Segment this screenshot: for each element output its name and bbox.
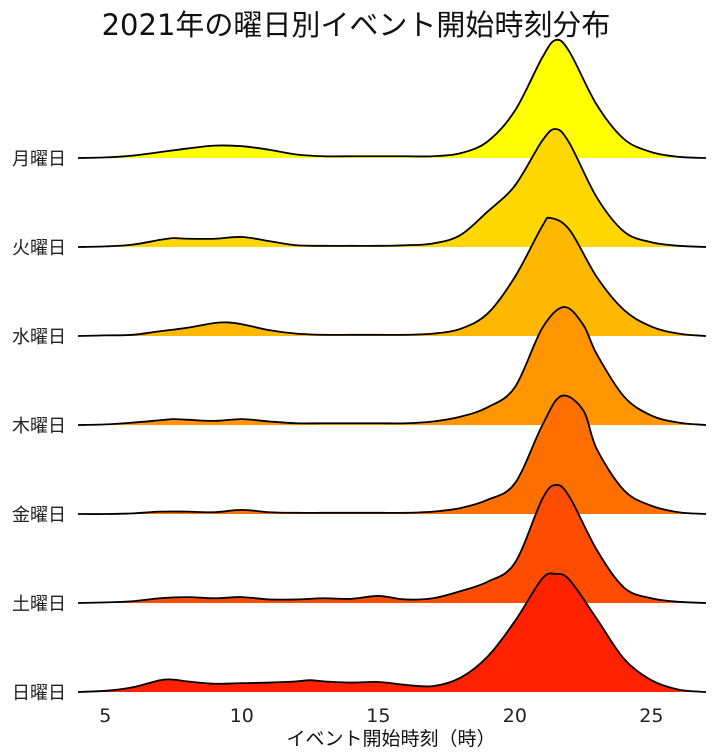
ridge-line-7 xyxy=(77,572,707,693)
x-ticks-group: 5 10 15 20 25 xyxy=(99,705,663,727)
ridge-fill-4 xyxy=(78,306,706,425)
day-label-4: 木曜日 xyxy=(12,416,66,437)
day-label-1: 月曜日 xyxy=(12,149,66,170)
ridge-line-3 xyxy=(77,216,707,337)
day-label-5: 金曜日 xyxy=(12,505,66,526)
x-axis-label: イベント開始時刻（時） xyxy=(286,728,496,750)
x-tick-label-3: 15 xyxy=(366,705,390,727)
ridge-4 xyxy=(77,306,707,426)
ridge-7 xyxy=(77,572,707,693)
day-label-2: 火曜日 xyxy=(12,238,66,259)
ridge-fill-5 xyxy=(78,395,706,515)
ridge-fill-1 xyxy=(78,39,706,158)
x-tick-label-4: 20 xyxy=(503,705,527,727)
ridge-line-2 xyxy=(77,128,707,248)
chart-title: 2021年の曜日別イベント開始時刻分布 xyxy=(101,8,611,42)
ridge-fill-3 xyxy=(78,217,706,336)
ridge-1 xyxy=(77,38,707,159)
ridge-fill-7 xyxy=(78,573,706,692)
ridges-group xyxy=(77,38,707,693)
day-label-7: 日曜日 xyxy=(12,683,66,704)
ridge-3 xyxy=(77,216,707,337)
ridge-line-5 xyxy=(77,394,707,515)
ridge-line-1 xyxy=(77,38,707,159)
ridge-line-6 xyxy=(77,484,707,604)
day-label-6: 土曜日 xyxy=(12,594,66,615)
x-tick-label-2: 10 xyxy=(230,705,254,727)
ridge-line-4 xyxy=(77,306,707,426)
ridge-5 xyxy=(77,394,707,515)
x-tick-label-1: 5 xyxy=(99,705,111,727)
x-tick-label-5: 25 xyxy=(639,705,663,727)
day-label-3: 水曜日 xyxy=(12,327,66,348)
